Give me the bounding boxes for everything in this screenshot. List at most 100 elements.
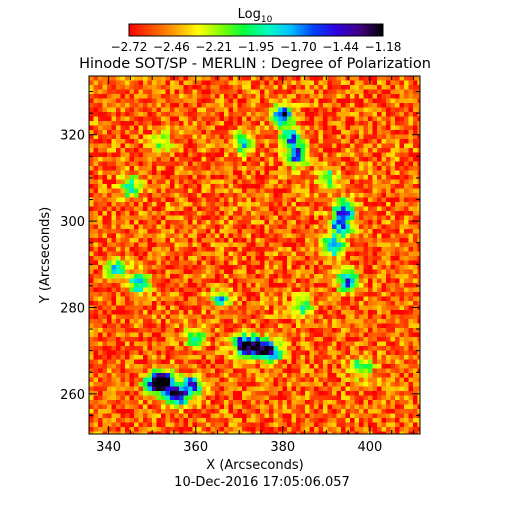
heatmap-cell bbox=[300, 85, 306, 90]
heatmap-cell bbox=[233, 328, 238, 333]
heatmap-cell bbox=[336, 346, 342, 351]
heatmap-cell bbox=[107, 260, 112, 266]
heatmap-cell bbox=[260, 274, 265, 279]
heatmap-cell bbox=[350, 238, 355, 243]
heatmap-cell bbox=[161, 161, 166, 167]
heatmap-cell bbox=[152, 202, 157, 207]
heatmap-cell bbox=[219, 143, 225, 149]
heatmap-cell bbox=[363, 292, 369, 297]
heatmap-cell bbox=[170, 287, 175, 293]
heatmap-cell bbox=[165, 139, 171, 144]
heatmap-cell bbox=[242, 197, 247, 203]
heatmap-cell bbox=[399, 251, 405, 257]
heatmap-cell bbox=[327, 238, 333, 243]
heatmap-cell bbox=[210, 148, 216, 153]
heatmap-cell bbox=[386, 94, 391, 99]
heatmap-cell bbox=[152, 314, 157, 320]
heatmap-cell bbox=[287, 251, 292, 257]
heatmap-cell bbox=[156, 332, 162, 338]
heatmap-cell bbox=[138, 229, 144, 234]
heatmap-cell bbox=[251, 179, 256, 185]
heatmap-cell bbox=[152, 76, 157, 81]
heatmap-cell bbox=[242, 179, 247, 185]
heatmap-cell bbox=[165, 373, 171, 378]
heatmap-cell bbox=[323, 292, 328, 297]
heatmap-cell bbox=[251, 125, 256, 131]
heatmap-cell bbox=[233, 256, 238, 261]
heatmap-cell bbox=[269, 188, 274, 194]
heatmap-cell bbox=[291, 265, 297, 270]
heatmap-cell bbox=[305, 125, 310, 131]
heatmap-cell bbox=[161, 287, 166, 293]
heatmap-cell bbox=[174, 125, 180, 131]
heatmap-cell bbox=[242, 161, 247, 167]
heatmap-cell bbox=[309, 341, 315, 347]
heatmap-cell bbox=[116, 296, 121, 302]
heatmap-cell bbox=[336, 143, 342, 149]
heatmap-cell bbox=[345, 229, 351, 234]
heatmap-cell bbox=[219, 328, 225, 333]
heatmap-cell bbox=[156, 188, 162, 194]
heatmap-cell bbox=[192, 125, 198, 131]
heatmap-cell bbox=[165, 80, 171, 86]
heatmap-cell bbox=[219, 337, 225, 342]
heatmap-cell bbox=[300, 125, 306, 131]
heatmap-cell bbox=[120, 121, 126, 126]
heatmap-cell bbox=[210, 242, 216, 248]
heatmap-cell bbox=[372, 323, 378, 329]
heatmap-cell bbox=[125, 220, 130, 225]
heatmap-cell bbox=[201, 314, 207, 320]
heatmap-cell bbox=[201, 292, 207, 297]
heatmap-cell bbox=[327, 94, 333, 99]
heatmap-cell bbox=[224, 251, 229, 257]
heatmap-cell bbox=[287, 292, 292, 297]
heatmap-cell bbox=[228, 76, 234, 81]
heatmap-cell bbox=[233, 211, 238, 216]
heatmap-cell bbox=[264, 80, 270, 86]
heatmap-cell bbox=[197, 251, 202, 257]
heatmap-cell bbox=[219, 319, 225, 324]
heatmap-cell bbox=[377, 143, 382, 149]
heatmap-cell bbox=[296, 224, 301, 230]
heatmap-cell bbox=[323, 98, 328, 104]
heatmap-cell bbox=[107, 76, 112, 81]
heatmap-cell bbox=[197, 193, 202, 198]
heatmap-cell bbox=[368, 130, 373, 135]
heatmap-cell bbox=[408, 166, 414, 171]
heatmap-cell bbox=[260, 229, 265, 234]
heatmap-cell bbox=[134, 175, 139, 180]
heatmap-cell bbox=[264, 373, 270, 378]
heatmap-cell bbox=[192, 179, 198, 185]
heatmap-cell bbox=[170, 269, 175, 275]
heatmap-cell bbox=[206, 265, 211, 270]
heatmap-cell bbox=[404, 247, 409, 252]
heatmap-cell bbox=[116, 224, 121, 230]
heatmap-cell bbox=[206, 143, 211, 149]
heatmap-cell bbox=[287, 143, 292, 149]
heatmap-cell bbox=[129, 139, 135, 144]
heatmap-cell bbox=[246, 80, 252, 86]
heatmap-cell bbox=[395, 269, 400, 275]
heatmap-cell bbox=[377, 328, 382, 333]
heatmap-cell bbox=[147, 220, 153, 225]
heatmap-cell bbox=[120, 130, 126, 135]
heatmap-cell bbox=[152, 152, 157, 158]
heatmap-cell bbox=[255, 148, 261, 153]
heatmap-cell bbox=[399, 121, 405, 126]
heatmap-cell bbox=[93, 179, 99, 185]
heatmap-cell bbox=[273, 139, 279, 144]
heatmap-cell bbox=[314, 269, 319, 275]
heatmap-cell bbox=[305, 364, 310, 369]
heatmap-cell bbox=[242, 80, 247, 86]
heatmap-cell bbox=[395, 130, 400, 135]
heatmap-cell bbox=[201, 184, 207, 189]
heatmap-cell bbox=[264, 211, 270, 216]
heatmap-cell bbox=[287, 247, 292, 252]
heatmap-cell bbox=[210, 85, 216, 90]
heatmap-cell bbox=[404, 206, 409, 212]
heatmap-cell bbox=[341, 89, 346, 95]
heatmap-cell bbox=[372, 179, 378, 185]
heatmap-cell bbox=[165, 134, 171, 140]
heatmap-cell bbox=[143, 242, 148, 248]
heatmap-cell bbox=[246, 94, 252, 99]
